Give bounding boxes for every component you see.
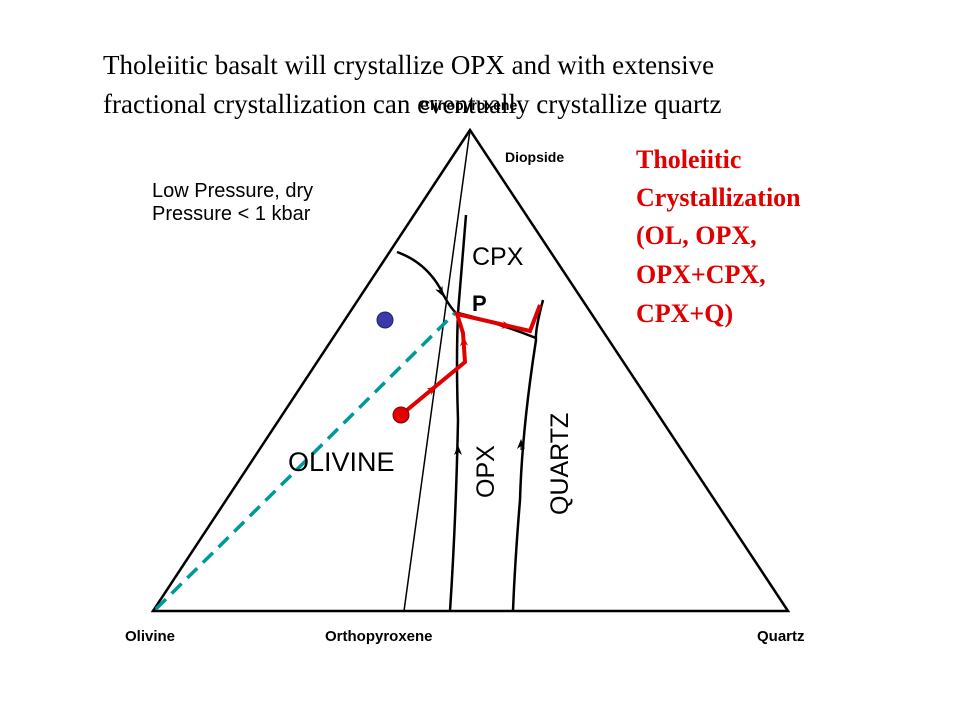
annotation-line: (OL, OPX, bbox=[636, 221, 757, 250]
cotectic bbox=[456, 214, 468, 314]
annotation-line: Tholeiitic bbox=[636, 145, 741, 174]
field-label: QUARTZ bbox=[546, 413, 574, 515]
arrow bbox=[426, 386, 438, 396]
condition: Low Pressure, dry bbox=[152, 180, 313, 202]
condition: Pressure < 1 kbar bbox=[152, 203, 311, 225]
field-label: CPX bbox=[472, 243, 524, 271]
cotectic bbox=[396, 250, 457, 314]
corner-label: Quartz bbox=[757, 628, 805, 645]
title-line: fractional crystallization can eventuall… bbox=[103, 89, 721, 119]
arrow bbox=[501, 320, 512, 329]
opx-join bbox=[403, 129, 471, 612]
corner-label: Orthopyroxene bbox=[325, 628, 433, 645]
field-label: OLIVINE bbox=[288, 447, 395, 477]
corner-label: Olivine bbox=[125, 628, 175, 645]
point-label: P bbox=[472, 291, 487, 316]
field-label: OPX bbox=[472, 445, 500, 498]
annotation-line: OPX+CPX, bbox=[636, 260, 766, 289]
crystallization-path bbox=[399, 304, 542, 417]
annotation-line: Crystallization bbox=[636, 183, 801, 212]
title-line: Tholeiitic basalt will crystallize OPX a… bbox=[103, 50, 714, 80]
start-point bbox=[392, 406, 410, 424]
cotectic bbox=[511, 299, 545, 612]
cotectic bbox=[448, 312, 460, 612]
composition-point bbox=[376, 311, 394, 329]
annotation-line: CPX+Q) bbox=[636, 299, 733, 328]
dashed-line bbox=[154, 311, 457, 611]
apex-label: Clinopyroxene bbox=[420, 97, 517, 113]
apex-sublabel: Diopside bbox=[505, 149, 564, 165]
ternary-triangle bbox=[150, 127, 791, 613]
arrow bbox=[435, 285, 444, 297]
